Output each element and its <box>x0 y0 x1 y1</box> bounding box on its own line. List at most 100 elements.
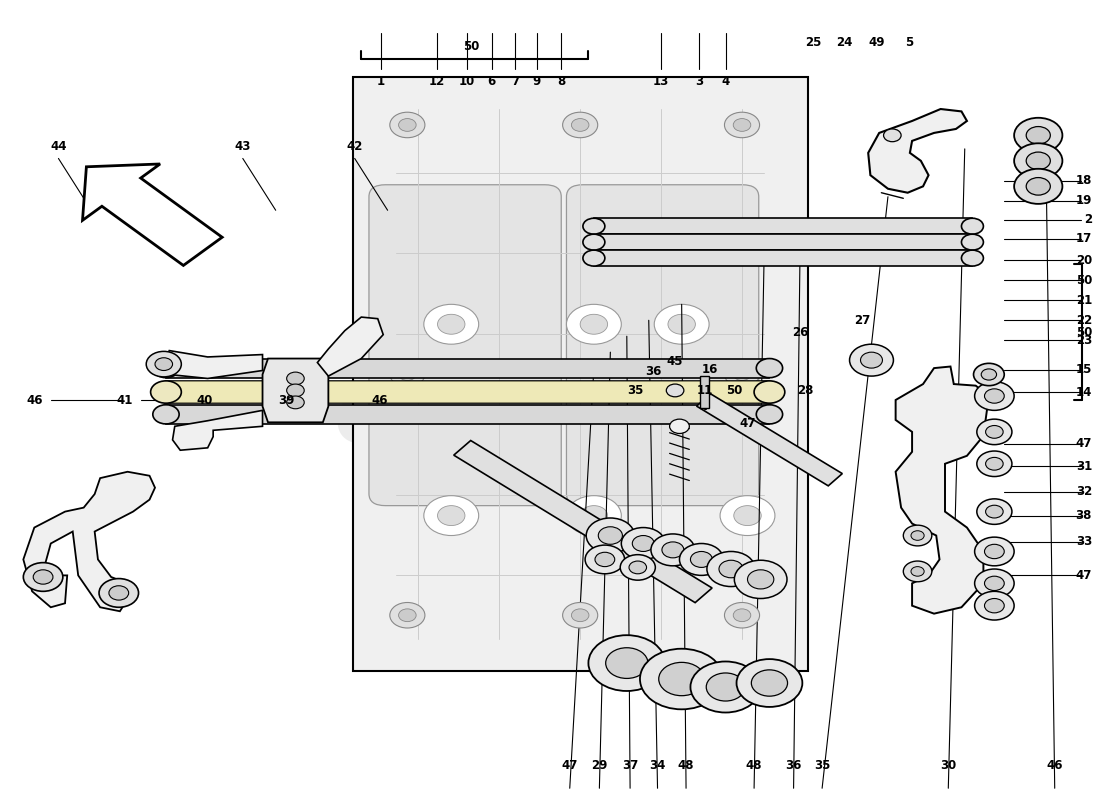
Circle shape <box>757 358 782 378</box>
Circle shape <box>977 419 1012 445</box>
Circle shape <box>961 234 983 250</box>
Circle shape <box>398 118 416 131</box>
Text: 38: 38 <box>1076 509 1092 522</box>
Circle shape <box>659 662 705 696</box>
Circle shape <box>153 358 179 378</box>
Circle shape <box>654 304 710 344</box>
Text: 35: 35 <box>814 758 830 772</box>
Polygon shape <box>895 366 989 614</box>
Circle shape <box>398 609 416 622</box>
Circle shape <box>583 250 605 266</box>
Text: a passion for parts: a passion for parts <box>420 284 680 357</box>
Text: 23: 23 <box>1076 334 1092 346</box>
Bar <box>166 381 769 403</box>
Text: 48: 48 <box>746 758 762 772</box>
Text: 1: 1 <box>377 74 385 88</box>
Text: 47: 47 <box>562 758 578 772</box>
Text: 43: 43 <box>234 140 251 153</box>
Circle shape <box>975 569 1014 598</box>
Circle shape <box>1026 126 1050 144</box>
Circle shape <box>33 570 53 584</box>
Circle shape <box>389 112 425 138</box>
Circle shape <box>151 381 182 403</box>
Text: 42: 42 <box>346 140 363 153</box>
Text: 26: 26 <box>792 326 808 338</box>
Circle shape <box>1026 152 1050 170</box>
Bar <box>701 376 710 408</box>
Polygon shape <box>82 164 222 266</box>
Circle shape <box>398 368 416 381</box>
Circle shape <box>734 118 751 131</box>
Polygon shape <box>263 358 329 422</box>
Circle shape <box>737 659 802 707</box>
Text: 36: 36 <box>785 758 802 772</box>
Text: 21: 21 <box>1076 294 1092 307</box>
Circle shape <box>562 602 597 628</box>
Circle shape <box>975 591 1014 620</box>
Bar <box>594 250 972 266</box>
Text: 44: 44 <box>51 140 67 153</box>
Circle shape <box>961 250 983 266</box>
Text: 25: 25 <box>805 36 822 50</box>
Text: 50: 50 <box>726 384 742 397</box>
Bar <box>166 405 769 424</box>
Circle shape <box>153 405 179 424</box>
Circle shape <box>735 560 786 598</box>
Text: 50: 50 <box>1076 274 1092 287</box>
Circle shape <box>748 570 773 589</box>
Circle shape <box>911 530 924 540</box>
Circle shape <box>287 372 305 385</box>
Polygon shape <box>868 109 967 193</box>
Text: 33: 33 <box>1076 535 1092 549</box>
Circle shape <box>706 673 745 701</box>
Text: 15: 15 <box>1076 363 1092 376</box>
Text: 47: 47 <box>739 418 756 430</box>
Polygon shape <box>696 394 843 486</box>
Circle shape <box>566 304 621 344</box>
Circle shape <box>911 566 924 576</box>
Text: 6: 6 <box>487 74 496 88</box>
Polygon shape <box>173 410 263 450</box>
Circle shape <box>1014 118 1063 153</box>
Circle shape <box>580 506 607 526</box>
Circle shape <box>438 314 465 334</box>
Circle shape <box>984 389 1004 403</box>
Bar <box>352 77 807 671</box>
Circle shape <box>903 561 932 582</box>
Circle shape <box>566 496 621 535</box>
Circle shape <box>640 649 724 710</box>
Text: 19: 19 <box>1076 194 1092 207</box>
Circle shape <box>632 535 654 551</box>
Text: 34: 34 <box>649 758 666 772</box>
Circle shape <box>975 537 1014 566</box>
Circle shape <box>734 609 751 622</box>
Circle shape <box>389 602 425 628</box>
Circle shape <box>734 368 751 381</box>
Circle shape <box>23 562 63 591</box>
Circle shape <box>621 527 665 559</box>
Circle shape <box>903 525 932 546</box>
Text: 20: 20 <box>1076 254 1092 267</box>
Text: 50: 50 <box>463 40 480 54</box>
Circle shape <box>974 363 1004 386</box>
Circle shape <box>981 369 997 380</box>
Text: 5: 5 <box>904 36 913 50</box>
Text: 30: 30 <box>940 758 956 772</box>
Circle shape <box>606 648 648 678</box>
Circle shape <box>849 344 893 376</box>
Circle shape <box>725 362 760 387</box>
Circle shape <box>580 314 607 334</box>
Bar <box>166 381 769 403</box>
Circle shape <box>583 218 605 234</box>
Circle shape <box>438 506 465 526</box>
Circle shape <box>287 384 305 397</box>
Text: 35: 35 <box>627 384 644 397</box>
Circle shape <box>595 552 615 566</box>
Circle shape <box>99 578 139 607</box>
Circle shape <box>287 396 305 409</box>
Circle shape <box>984 544 1004 558</box>
Circle shape <box>883 129 901 142</box>
FancyBboxPatch shape <box>566 185 759 506</box>
Text: 7: 7 <box>510 74 519 88</box>
Text: 47: 47 <box>1076 569 1092 582</box>
